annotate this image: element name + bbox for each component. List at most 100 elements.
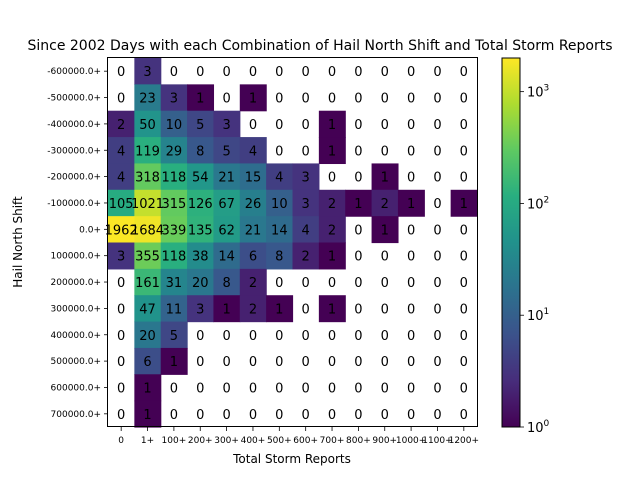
heatmap-cell xyxy=(187,84,215,112)
cell-value-label: 0 xyxy=(407,92,415,107)
cell-value-label: 118 xyxy=(161,250,186,265)
cell-value-label: 0 xyxy=(302,355,310,370)
cell-value-label: 1 xyxy=(407,197,415,212)
cell-value-label: 0 xyxy=(433,92,441,107)
cell-value-label: 0 xyxy=(222,408,230,423)
cell-value-label: 0 xyxy=(433,276,441,291)
cell-value-label: 6 xyxy=(143,355,151,370)
cell-value-label: 0 xyxy=(196,381,204,396)
heatmap-cell xyxy=(134,268,162,296)
cell-value-label: 0 xyxy=(302,329,310,344)
cell-value-label: 3 xyxy=(222,118,230,133)
cell-value-label: 0 xyxy=(407,118,415,133)
cell-value-label: 0 xyxy=(328,171,336,186)
cell-value-label: 355 xyxy=(135,250,160,265)
cell-value-label: 0 xyxy=(196,408,204,423)
cell-value-label: 0 xyxy=(302,144,310,159)
x-tick-label: 300+ xyxy=(214,436,239,446)
cell-value-label: 8 xyxy=(275,250,283,265)
cell-value-label: 3 xyxy=(143,65,151,80)
cell-value-label: 0 xyxy=(354,65,362,80)
heatmap-cell xyxy=(160,242,188,270)
y-tick-label: 700000.0+ xyxy=(51,410,101,420)
cell-value-label: 23 xyxy=(139,92,156,107)
cell-value-label: 1 xyxy=(249,92,257,107)
heatmap-cell xyxy=(213,242,241,270)
cell-value-label: 1 xyxy=(328,302,336,317)
cell-value-label: 0 xyxy=(117,381,125,396)
heatmap-cell xyxy=(239,268,267,296)
cell-value-label: 0 xyxy=(275,355,283,370)
heatmap-cell xyxy=(266,216,294,244)
heatmap-cell xyxy=(160,268,188,296)
cell-value-label: 0 xyxy=(249,329,257,344)
heatmap-cell xyxy=(318,137,346,165)
cell-value-label: 47 xyxy=(139,302,156,317)
y-tick-label: 300000.0+ xyxy=(51,304,101,314)
cell-value-label: 1684 xyxy=(131,223,164,238)
cell-value-label: 0 xyxy=(249,118,257,133)
cell-value-label: 0 xyxy=(222,92,230,107)
cell-value-label: 1 xyxy=(328,250,336,265)
heatmap-cell xyxy=(134,347,162,375)
heatmap-cell xyxy=(187,110,215,138)
heatmap-cell xyxy=(160,137,188,165)
cell-value-label: 0 xyxy=(302,65,310,80)
heatmap-cell xyxy=(266,242,294,270)
cell-value-label: 1 xyxy=(275,302,283,317)
heatmap-cell xyxy=(134,242,162,270)
heatmap-cell xyxy=(160,216,188,244)
cell-value-label: 1 xyxy=(222,302,230,317)
cell-value-label: 0 xyxy=(381,329,389,344)
cell-value-label: 0 xyxy=(275,408,283,423)
heatmap-cell xyxy=(213,110,241,138)
cell-value-label: 14 xyxy=(218,250,235,265)
cell-value-label: 20 xyxy=(139,329,156,344)
cell-value-label: 0 xyxy=(407,65,415,80)
cell-value-label: 0 xyxy=(354,250,362,265)
cell-value-label: 0 xyxy=(433,118,441,133)
cell-value-label: 0 xyxy=(407,302,415,317)
heatmap-cell xyxy=(134,374,162,402)
cell-value-label: 54 xyxy=(192,171,209,186)
chart-title: Since 2002 Days with each Combination of… xyxy=(27,38,612,54)
cell-value-label: 0 xyxy=(460,276,468,291)
cell-value-label: 62 xyxy=(218,223,235,238)
heatmap-cell xyxy=(318,110,346,138)
y-tick-label: 500000.0+ xyxy=(51,357,101,367)
heatmap-cell xyxy=(187,216,215,244)
cell-value-label: 0 xyxy=(354,92,362,107)
cell-value-label: 119 xyxy=(135,144,160,159)
x-axis-label: Total Storm Reports xyxy=(232,452,351,466)
colorbar-tick-label: 102 xyxy=(527,195,549,212)
heatmap-cell xyxy=(134,110,162,138)
cell-value-label: 0 xyxy=(460,144,468,159)
cell-value-label: 0 xyxy=(381,276,389,291)
cell-value-label: 10 xyxy=(271,197,288,212)
cell-value-label: 3 xyxy=(196,302,204,317)
cell-value-label: 29 xyxy=(166,144,183,159)
cell-value-label: 0 xyxy=(381,118,389,133)
cell-value-label: 26 xyxy=(245,197,262,212)
cell-value-label: 0 xyxy=(275,92,283,107)
colorbar-gradient xyxy=(501,57,521,428)
heatmap-cell xyxy=(187,242,215,270)
cell-value-label: 1 xyxy=(328,118,336,133)
cell-value-label: 0 xyxy=(407,381,415,396)
y-tick-label: -300000.0+ xyxy=(47,146,101,156)
y-tick-label: -200000.0+ xyxy=(47,173,101,183)
y-tick-label: 600000.0+ xyxy=(51,383,101,393)
cell-value-label: 0 xyxy=(433,250,441,265)
heatmap-cell xyxy=(134,321,162,349)
y-tick-label: -400000.0+ xyxy=(47,120,101,130)
heatmap-cell xyxy=(134,163,162,191)
cell-value-label: 0 xyxy=(381,302,389,317)
heatmap-cell xyxy=(160,163,188,191)
y-tick-label: -500000.0+ xyxy=(47,94,101,104)
cell-value-label: 0 xyxy=(354,329,362,344)
cell-value-label: 3 xyxy=(302,171,310,186)
cell-value-label: 0 xyxy=(433,197,441,212)
heatmap-cell xyxy=(397,189,425,217)
cell-value-label: 2 xyxy=(328,197,336,212)
heatmap-cell xyxy=(266,295,294,323)
